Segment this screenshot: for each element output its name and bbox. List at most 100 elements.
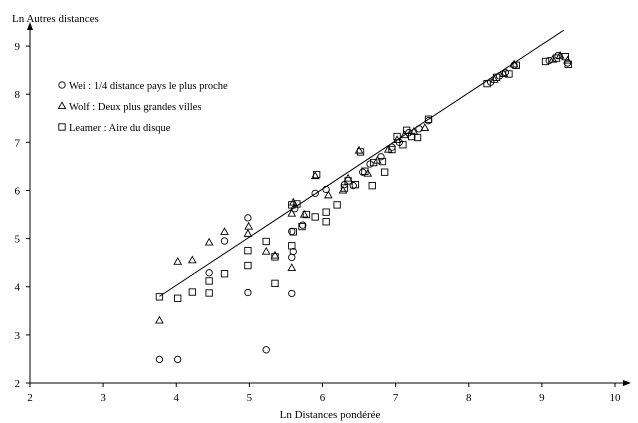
x-axis-arrow	[623, 380, 631, 386]
legend-label: Leamer : Aire du disque	[69, 123, 171, 134]
square-point	[356, 148, 365, 156]
square-point	[564, 60, 572, 69]
circle-point	[299, 221, 307, 229]
x-tick-label: 8	[466, 392, 472, 404]
circle-point	[311, 189, 319, 198]
square-point	[271, 279, 279, 288]
square-point	[424, 115, 433, 123]
circle-point	[262, 346, 270, 354]
legend-marker-circle	[58, 81, 66, 89]
square-point	[333, 201, 341, 209]
circle-point	[349, 182, 357, 190]
x-axis-title: Ln Distances pondérée	[280, 409, 381, 421]
circle-point	[244, 214, 252, 222]
circle-point	[545, 56, 553, 65]
triangle-point	[187, 255, 197, 264]
circle-point	[289, 247, 297, 256]
square-point	[220, 270, 229, 278]
circle-point	[322, 185, 330, 194]
circle-point	[174, 355, 182, 364]
triangle-point	[173, 256, 183, 265]
triangle-point	[299, 209, 309, 218]
triangle-point	[287, 208, 297, 217]
square-point	[512, 61, 520, 69]
circle-point	[288, 289, 296, 298]
circle-point	[415, 125, 423, 133]
square-point	[322, 218, 330, 226]
square-point	[302, 210, 311, 219]
series-circle	[155, 52, 572, 364]
square-point	[393, 132, 401, 141]
square-point	[174, 294, 182, 302]
triangle-point	[270, 250, 280, 259]
square-point	[402, 126, 411, 134]
square-point	[293, 200, 301, 208]
triangle-point	[400, 130, 409, 139]
y-tick-label: 5	[15, 234, 21, 246]
legend-label: Wei : 1/4 distance pays le plus proche	[69, 81, 228, 92]
square-point	[351, 181, 360, 189]
y-tick-label: 9	[15, 41, 21, 53]
circle-point	[220, 237, 229, 245]
square-point	[552, 54, 561, 62]
triangle-point	[243, 229, 253, 237]
square-point	[271, 253, 279, 261]
y-axis-title: Ln Autres distances	[12, 13, 99, 25]
y-tick-label: 2	[15, 378, 21, 390]
x-tick-label: 4	[174, 392, 180, 404]
circle-point	[388, 143, 396, 151]
circle-point	[366, 160, 374, 168]
y-tick-label: 3	[15, 330, 21, 342]
series-triangle	[155, 50, 572, 324]
triangle-point	[489, 75, 499, 83]
square-point	[388, 145, 396, 154]
square-point	[288, 242, 296, 250]
triangle-point	[383, 144, 393, 153]
legend-marker-triangle	[57, 101, 67, 110]
square-point	[541, 57, 550, 66]
x-tick-label: 2	[27, 392, 33, 404]
square-point	[413, 133, 422, 142]
legend-marker-square	[58, 123, 66, 131]
x-tick-label: 3	[100, 392, 106, 404]
square-point	[155, 293, 164, 301]
square-point	[298, 222, 306, 231]
triangle-point	[509, 59, 519, 68]
square-point	[492, 73, 501, 82]
x-tick-label: 10	[610, 392, 622, 404]
square-point	[322, 208, 330, 216]
square-point	[483, 79, 491, 88]
data-marks	[155, 50, 572, 364]
axes: 2 3 4 5 6 7 8 9 10 2 3 4 5 6 7 8 9	[15, 22, 631, 404]
square-point	[378, 157, 387, 166]
x-tick-label: 9	[539, 392, 545, 404]
triangle-point	[323, 190, 333, 199]
triangle-point	[244, 221, 254, 230]
y-tick-label: 7	[15, 137, 21, 149]
triangle-point	[409, 127, 419, 135]
square-point	[561, 53, 569, 61]
series-square	[155, 53, 572, 302]
circle-point	[205, 269, 213, 277]
y-tick-label: 4	[15, 282, 21, 294]
circle-point	[155, 355, 164, 364]
square-point	[313, 170, 321, 179]
square-point	[288, 201, 296, 209]
y-axis-arrow	[27, 22, 33, 30]
square-point	[505, 70, 513, 78]
triangle-point	[420, 123, 430, 131]
triangle-point	[204, 237, 214, 246]
square-point	[205, 289, 213, 297]
square-point	[408, 132, 416, 141]
triangle-point	[220, 227, 229, 235]
square-point	[244, 246, 252, 255]
square-point	[381, 168, 389, 176]
legend-label: Wolf : Deux plus grandes villes	[69, 102, 201, 113]
x-tick-label: 7	[393, 392, 399, 404]
y-tick-label: 6	[15, 185, 21, 197]
square-point	[205, 277, 213, 285]
square-point	[311, 213, 319, 221]
triangle-point	[287, 263, 297, 272]
triangle-point	[354, 145, 364, 154]
